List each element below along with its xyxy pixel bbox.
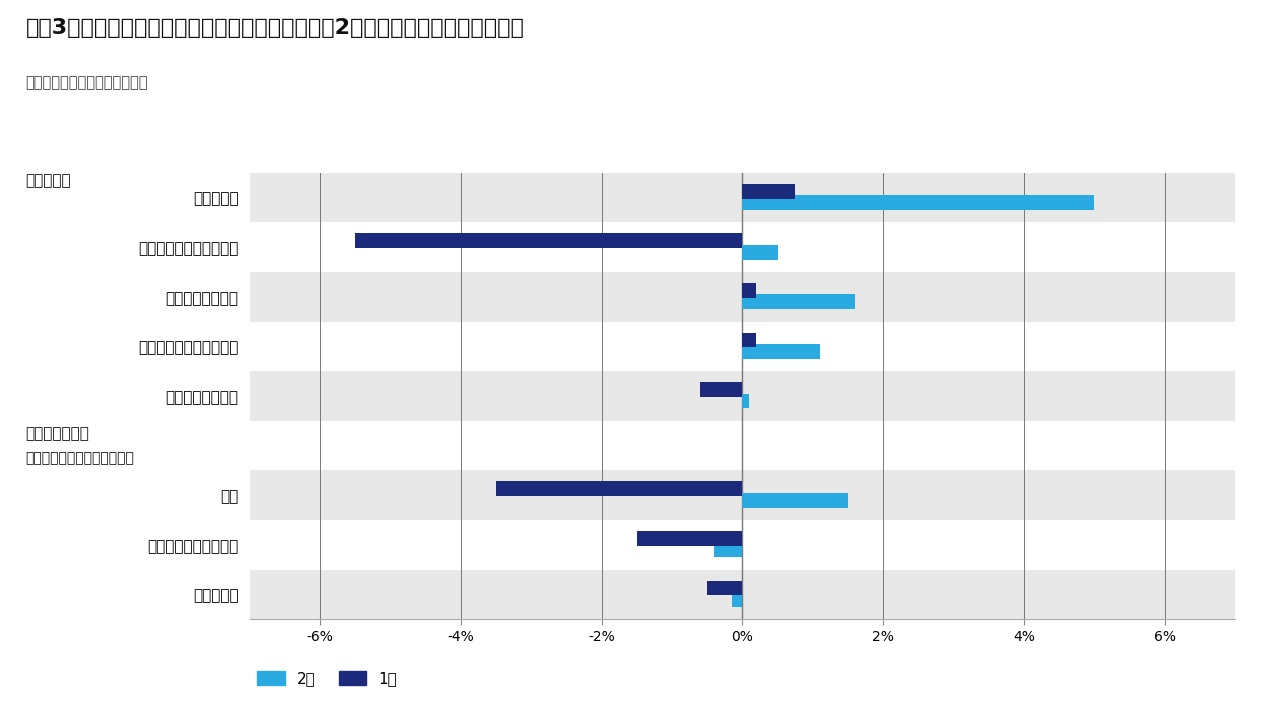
Bar	[742, 333, 756, 347]
Bar	[700, 382, 742, 397]
Bar	[250, 420, 1235, 470]
Bar	[250, 470, 1235, 520]
Bar	[742, 294, 855, 309]
Bar	[250, 322, 1235, 372]
Text: 相対パフォーマンス（年初来）: 相対パフォーマンス（年初来）	[26, 76, 148, 91]
Bar	[708, 580, 742, 595]
Bar	[742, 184, 795, 199]
Text: 図表3：資産クラス間の相対的パフォーマンスは、2月の循環的な価格調整を示唆: 図表3：資産クラス間の相対的パフォーマンスは、2月の循環的な価格調整を示唆	[26, 18, 525, 38]
Bar	[356, 233, 742, 248]
Bar	[250, 173, 1235, 222]
Text: 株式ファクター: 株式ファクター	[26, 426, 90, 441]
Bar	[497, 481, 742, 496]
Legend: 2月, 1月: 2月, 1月	[257, 672, 397, 687]
Bar	[250, 372, 1235, 420]
Bar	[742, 195, 1094, 210]
Bar	[714, 542, 742, 557]
Text: シクリカルとディフェンシブ: シクリカルとディフェンシブ	[26, 451, 134, 465]
Bar	[732, 592, 742, 607]
Bar	[637, 531, 742, 546]
Bar	[250, 520, 1235, 570]
Bar	[250, 272, 1235, 322]
Bar	[742, 283, 756, 298]
Bar	[250, 222, 1235, 272]
Text: 資産クラス: 資産クラス	[26, 173, 72, 188]
Bar	[742, 394, 750, 408]
Bar	[742, 492, 849, 508]
Bar	[742, 344, 820, 359]
Bar	[250, 570, 1235, 619]
Bar	[742, 245, 778, 260]
